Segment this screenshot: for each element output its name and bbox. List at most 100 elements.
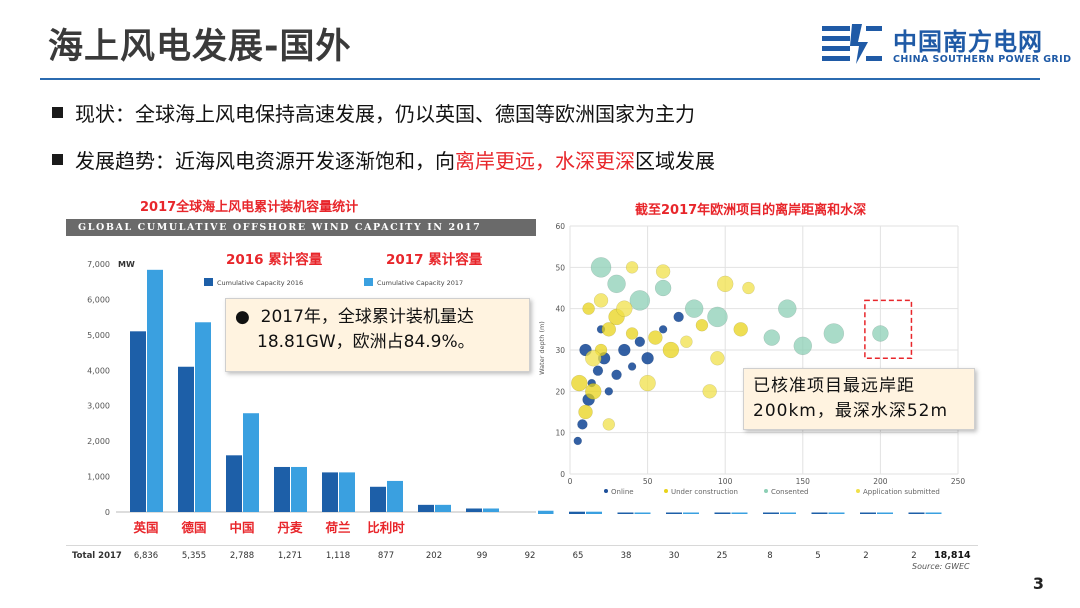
bar-2016 — [860, 512, 876, 514]
y-tick-label: 50 — [555, 263, 565, 272]
scatter-point — [872, 325, 889, 342]
legend-annotation-2016: 2016 累计容量 — [226, 251, 323, 268]
bar-2017 — [387, 480, 403, 512]
bar-2016 — [617, 512, 634, 514]
y-unit-label: MW — [118, 260, 135, 269]
scatter-legend-label: Online — [611, 488, 634, 496]
scatter-point — [716, 275, 734, 293]
power-grid-logo-icon — [822, 24, 882, 64]
bar-chart-callout: ● 2017年，全球累计装机量达 18.81GW，欧洲占84.9%。 — [225, 298, 530, 372]
scatter-point — [573, 436, 583, 446]
category-label: 中国 — [229, 520, 254, 535]
y-tick-label: 3,000 — [87, 402, 110, 411]
scatter-point — [625, 327, 639, 340]
y-tick-label: 4,000 — [87, 366, 110, 375]
bullet-text-highlight: 离岸更远，水深更深 — [455, 149, 635, 173]
scatter-point — [654, 279, 672, 297]
scatter-callout-line-1: 已核准项目最远岸距 — [753, 376, 915, 396]
bar-2017 — [925, 512, 942, 514]
scatter-point — [627, 362, 637, 371]
bar-2017 — [538, 510, 554, 514]
scatter-point — [662, 341, 680, 359]
bar-2016 — [811, 512, 828, 514]
bar-2016 — [226, 455, 242, 512]
bar-2016 — [763, 512, 779, 514]
category-label: 比利时 — [367, 520, 405, 535]
scatter-point — [602, 418, 616, 431]
scatter-point — [702, 384, 717, 399]
legend-swatch-2017 — [364, 278, 373, 286]
legend-annotation-2017: 2017 累计容量 — [386, 251, 483, 268]
scatter-point — [616, 300, 633, 317]
bar-2017 — [683, 512, 699, 514]
total-row-cell: 1,118 — [325, 551, 351, 561]
scatter-point — [593, 293, 609, 308]
scatter-legend-label: Consented — [771, 488, 809, 496]
total-row-cell: 65 — [572, 551, 584, 561]
y-tick-label: 5,000 — [87, 331, 110, 340]
x-tick-label: 0 — [568, 477, 573, 486]
total-row-cell: 99 — [476, 551, 488, 561]
scatter-point — [778, 299, 797, 318]
bar-2017 — [780, 512, 796, 514]
bullet-status: 现状：全球海上风电保持高速发展，仍以英国、德国等欧洲国家为主力 — [52, 98, 695, 127]
bar-2017 — [731, 512, 748, 514]
scatter-point — [625, 261, 639, 274]
total-row-cell: 2,788 — [229, 551, 255, 561]
total-row-cell: 38 — [620, 551, 632, 561]
bar-2016 — [370, 486, 386, 512]
legend-swatch-2016 — [204, 278, 213, 286]
bullet-text-b: 区域发展 — [635, 149, 715, 173]
bar-chart: 7,000 6,000 5,000 4,000 3,000 2,000 1,000 0 MW Cu… — [87, 251, 536, 535]
y-tick-label: 1,000 — [87, 473, 110, 482]
bar-2017 — [243, 413, 259, 512]
scatter-point — [823, 323, 845, 344]
scatter-point — [585, 350, 602, 367]
x-tick-label: 100 — [718, 477, 733, 486]
callout-bullet-icon: ● — [235, 307, 261, 327]
bar-2017 — [634, 512, 651, 514]
bar-2016 — [418, 504, 434, 512]
scatter-legend-marker — [664, 489, 668, 493]
scatter-point — [601, 322, 617, 337]
bar-2017 — [195, 322, 211, 512]
bar-chart-tail — [538, 510, 942, 514]
bar-2017 — [339, 472, 355, 512]
y-tick-label: 2,000 — [87, 437, 110, 446]
y-tick-label: 10 — [555, 429, 565, 438]
scatter-point — [571, 374, 588, 392]
scatter-point — [578, 404, 593, 420]
scatter-point — [639, 374, 656, 392]
bar-2016 — [322, 472, 338, 512]
scatter-legend-label: Application submitted — [863, 488, 940, 496]
y-axis-label: Water depth (m) — [538, 321, 546, 375]
scatter-callout-line-2: 200km，最深水深52m — [753, 401, 949, 421]
y-tick-label: 20 — [555, 387, 565, 396]
bar-2016 — [178, 366, 194, 512]
bar-2017 — [828, 512, 845, 514]
scatter-point — [629, 290, 651, 311]
bullet-square-icon — [52, 154, 63, 165]
total-row-cell: 30 — [668, 551, 680, 561]
y-tick-label: 30 — [555, 346, 565, 355]
bar-2016 — [274, 466, 290, 512]
scatter-point — [604, 387, 614, 396]
total-row-cell: 2 — [911, 551, 917, 561]
bar-2017 — [291, 466, 307, 512]
category-label: 德国 — [181, 520, 206, 535]
scatter-legend-marker — [764, 489, 768, 493]
scatter-point — [577, 419, 588, 430]
total-row-cell: 92 — [524, 551, 536, 561]
bullet-text: 现状：全球海上风电保持高速发展，仍以英国、德国等欧洲国家为主力 — [75, 102, 695, 126]
x-tick-label: 200 — [873, 477, 888, 486]
scatter-point — [590, 257, 612, 278]
bar-2016 — [714, 512, 731, 514]
legend-label-2017: Cumulative Capacity 2017 — [377, 279, 463, 287]
y-tick-label: 6,000 — [87, 295, 110, 304]
chart-source: Source: GWEC — [912, 562, 970, 571]
callout-line-1: 2017年，全球累计装机量达 — [260, 307, 474, 327]
scatter-chart-caption: 截至2017年欧洲项目的离岸距离和水深 — [635, 203, 867, 218]
y-tick-label: 7,000 — [87, 260, 110, 269]
scatter-point — [710, 351, 725, 366]
